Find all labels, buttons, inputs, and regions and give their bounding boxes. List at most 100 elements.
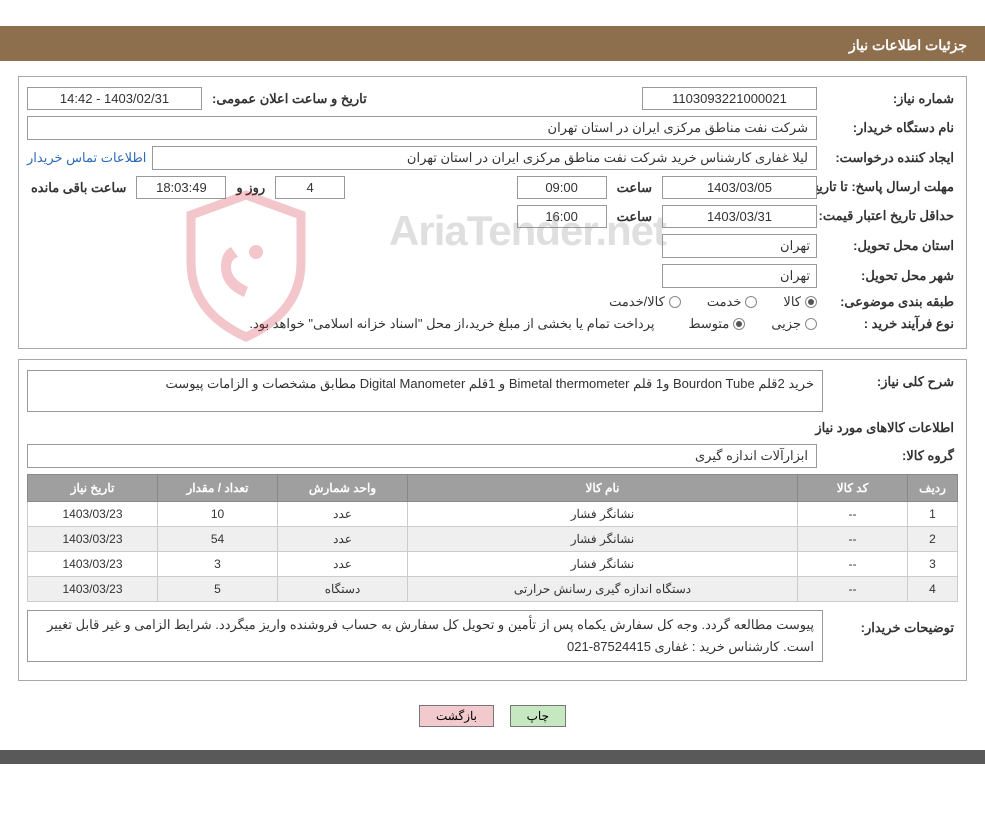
time-label-2: ساعت <box>613 209 656 225</box>
row-category: طبقه بندی موضوعی: کالا خدمت کالا/خدمت <box>27 294 958 310</box>
need-details-section: شرح کلی نیاز: خرید 2قلم Bourdon Tube و1 … <box>18 359 967 681</box>
items-section-title: اطلاعات کالاهای مورد نیاز <box>27 420 954 436</box>
province-value: تهران <box>662 234 817 258</box>
col-row: ردیف <box>908 475 958 502</box>
desc-text: خرید 2قلم Bourdon Tube و1 قلم Bimetal th… <box>27 370 823 412</box>
radio-goods-circle <box>805 296 817 308</box>
radio-partial[interactable]: جزیی <box>771 316 817 332</box>
cell-code: -- <box>798 577 908 602</box>
radio-goods-label: کالا <box>783 294 801 310</box>
radio-partial-label: جزیی <box>771 316 801 332</box>
radio-goods-service[interactable]: کالا/خدمت <box>609 294 681 310</box>
radio-service-label: خدمت <box>707 294 742 310</box>
cell-n: 1 <box>908 502 958 527</box>
requester-label: ایجاد کننده درخواست: <box>823 150 958 166</box>
cell-qty: 54 <box>158 527 278 552</box>
cell-qty: 10 <box>158 502 278 527</box>
cell-name: نشانگر فشار <box>408 502 798 527</box>
process-label: نوع فرآیند خرید : <box>823 316 958 332</box>
radio-goods[interactable]: کالا <box>783 294 817 310</box>
cell-name: دستگاه اندازه گیری رسانش حرارتی <box>408 577 798 602</box>
desc-label: شرح کلی نیاز: <box>823 370 958 390</box>
radio-goods-service-label: کالا/خدمت <box>609 294 665 310</box>
need-number-label: شماره نیاز: <box>823 91 958 107</box>
cell-code: -- <box>798 502 908 527</box>
cell-unit: عدد <box>278 527 408 552</box>
deadline-date: 1403/03/05 <box>662 176 817 199</box>
button-bar: چاپ بازگشت <box>18 691 967 735</box>
row-deadline: مهلت ارسال پاسخ: تا تاریخ: 1403/03/05 سا… <box>27 176 958 199</box>
contact-link[interactable]: اطلاعات تماس خریدار <box>27 150 146 166</box>
col-code: کد کالا <box>798 475 908 502</box>
days-remaining: 4 <box>275 176 345 199</box>
buyer-label: نام دستگاه خریدار: <box>823 120 958 136</box>
payment-note: پرداخت تمام یا بخشی از مبلغ خرید،از محل … <box>27 316 662 332</box>
cell-unit: عدد <box>278 502 408 527</box>
city-label: شهر محل تحویل: <box>823 268 958 284</box>
radio-medium[interactable]: متوسط <box>688 316 745 332</box>
need-number-value: 1103093221000021 <box>642 87 817 110</box>
col-name: نام کالا <box>408 475 798 502</box>
radio-service-circle <box>745 296 757 308</box>
days-label: روز و <box>232 180 269 196</box>
radio-service[interactable]: خدمت <box>707 294 758 310</box>
group-value: ابزارآلات اندازه گیری <box>27 444 817 468</box>
table-row: 2 -- نشانگر فشار عدد 54 1403/03/23 <box>28 527 958 552</box>
province-label: استان محل تحویل: <box>823 238 958 254</box>
buyer-note-label: توضیحات خریدار: <box>823 610 958 636</box>
validity-time: 16:00 <box>517 205 607 228</box>
items-table: ردیف کد کالا نام کالا واحد شمارش تعداد /… <box>27 474 958 602</box>
bottom-bar <box>0 750 985 764</box>
col-date: تاریخ نیاز <box>28 475 158 502</box>
cell-code: -- <box>798 527 908 552</box>
page-header: جزئیات اطلاعات نیاز <box>0 30 985 61</box>
cell-date: 1403/03/23 <box>28 527 158 552</box>
countdown-timer: 18:03:49 <box>136 176 226 199</box>
row-buyer-note: توضیحات خریدار: پیوست مطالعه گردد. وجه ک… <box>27 610 958 662</box>
row-need-number: شماره نیاز: 1103093221000021 تاریخ و ساع… <box>27 87 958 110</box>
row-city: شهر محل تحویل: تهران <box>27 264 958 288</box>
cell-qty: 3 <box>158 552 278 577</box>
buyer-note-text: پیوست مطالعه گردد. وجه کل سفارش یکماه پس… <box>27 610 823 662</box>
requester-value: لیلا غفاری کارشناس خرید شرکت نفت مناطق م… <box>152 146 817 170</box>
back-button[interactable]: بازگشت <box>419 705 494 727</box>
validity-label: حداقل تاریخ اعتبار قیمت: تا تاریخ: <box>823 208 958 225</box>
top-spacer <box>0 0 985 30</box>
table-row: 3 -- نشانگر فشار عدد 3 1403/03/23 <box>28 552 958 577</box>
row-validity: حداقل تاریخ اعتبار قیمت: تا تاریخ: 1403/… <box>27 205 958 228</box>
buyer-value: شرکت نفت مناطق مرکزی ایران در استان تهرا… <box>27 116 817 140</box>
validity-date: 1403/03/31 <box>662 205 817 228</box>
radio-goods-service-circle <box>669 296 681 308</box>
items-table-wrap: ردیف کد کالا نام کالا واحد شمارش تعداد /… <box>27 474 958 602</box>
content-area: AriaTender.net شماره نیاز: 1103093221000… <box>0 61 985 750</box>
need-info-section: AriaTender.net شماره نیاز: 1103093221000… <box>18 76 967 349</box>
cell-n: 3 <box>908 552 958 577</box>
radio-medium-label: متوسط <box>688 316 729 332</box>
cell-name: نشانگر فشار <box>408 527 798 552</box>
table-header-row: ردیف کد کالا نام کالا واحد شمارش تعداد /… <box>28 475 958 502</box>
col-unit: واحد شمارش <box>278 475 408 502</box>
cell-n: 2 <box>908 527 958 552</box>
announce-value: 1403/02/31 - 14:42 <box>27 87 202 110</box>
deadline-label: مهلت ارسال پاسخ: تا تاریخ: <box>823 179 958 196</box>
cell-qty: 5 <box>158 577 278 602</box>
cell-unit: دستگاه <box>278 577 408 602</box>
cell-unit: عدد <box>278 552 408 577</box>
announce-label: تاریخ و ساعت اعلان عمومی: <box>208 91 371 107</box>
row-group: گروه کالا: ابزارآلات اندازه گیری <box>27 444 958 468</box>
row-description: شرح کلی نیاز: خرید 2قلم Bourdon Tube و1 … <box>27 370 958 412</box>
col-qty: تعداد / مقدار <box>158 475 278 502</box>
city-value: تهران <box>662 264 817 288</box>
row-province: استان محل تحویل: تهران <box>27 234 958 258</box>
row-buyer: نام دستگاه خریدار: شرکت نفت مناطق مرکزی … <box>27 116 958 140</box>
radio-partial-circle <box>805 318 817 330</box>
deadline-time: 09:00 <box>517 176 607 199</box>
group-label: گروه کالا: <box>823 448 958 464</box>
table-row: 1 -- نشانگر فشار عدد 10 1403/03/23 <box>28 502 958 527</box>
cell-date: 1403/03/23 <box>28 552 158 577</box>
row-requester: ایجاد کننده درخواست: لیلا غفاری کارشناس … <box>27 146 958 170</box>
page-title: جزئیات اطلاعات نیاز <box>849 37 967 53</box>
cell-name: نشانگر فشار <box>408 552 798 577</box>
table-row: 4 -- دستگاه اندازه گیری رسانش حرارتی دست… <box>28 577 958 602</box>
print-button[interactable]: چاپ <box>510 705 566 727</box>
